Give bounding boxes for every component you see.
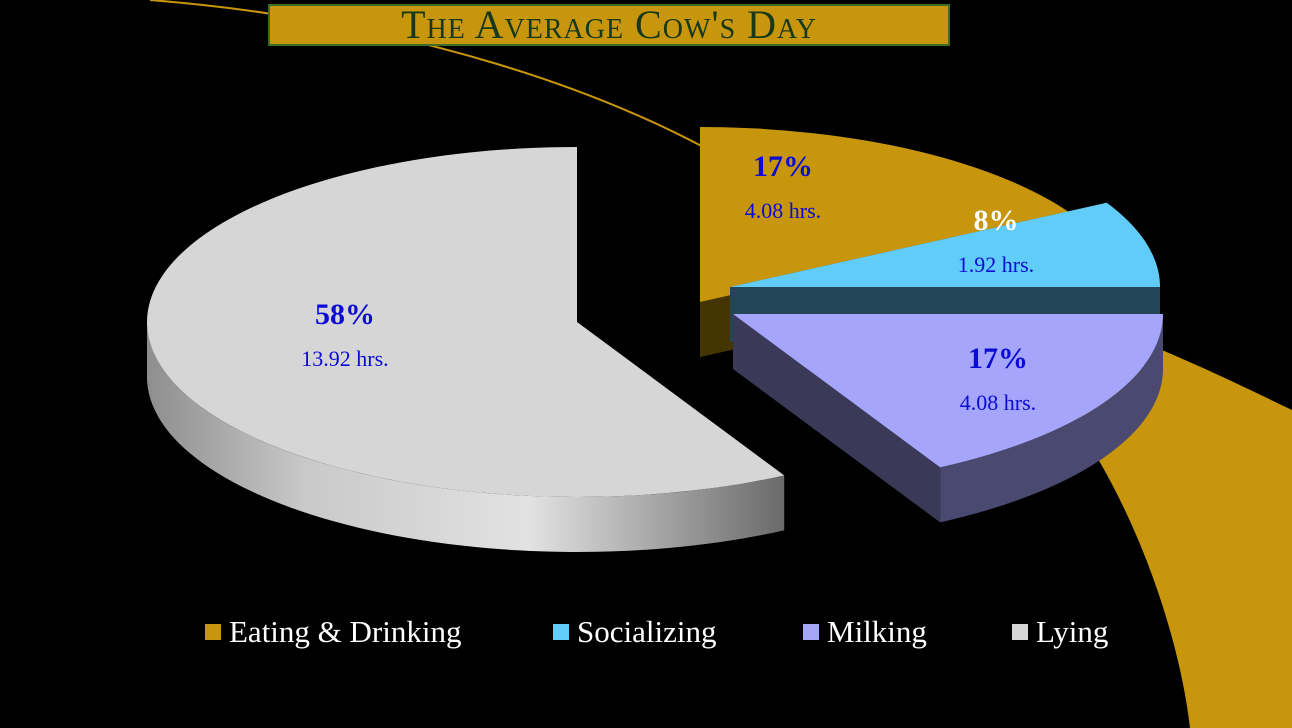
data-label-hours-milking: 4.08 hrs.: [960, 390, 1036, 415]
legend-item-milking: Milking: [803, 614, 927, 650]
pie-slice-wall-milking-1: [733, 314, 941, 523]
data-label-hours-eating-drinking: 4.08 hrs.: [745, 198, 821, 223]
pie-slice-top-eating-drinking: [700, 127, 1077, 302]
legend-item-eating-drinking: Eating & Drinking: [205, 614, 461, 650]
legend-label: Eating & Drinking: [229, 614, 462, 649]
decor-swoosh-line: [149, 0, 761, 181]
pie-slice-lying: [147, 146, 785, 553]
legend-label: Socializing: [577, 614, 717, 649]
data-label-percent-socializing: 8%: [974, 204, 1019, 237]
legend-swatch-milking: [803, 624, 819, 640]
data-label-percent-eating-drinking: 17%: [753, 150, 813, 183]
legend-swatch-lying: [1012, 624, 1028, 640]
pie-slice-rim-milking: [940, 314, 1163, 523]
pie-slice-top-milking: [733, 314, 1163, 468]
legend-label: Lying: [1036, 614, 1109, 649]
legend-item-lying: Lying: [1012, 614, 1108, 650]
data-label-percent-milking: 17%: [968, 342, 1028, 375]
pie-slice-rim-lying: [147, 322, 785, 553]
legend-label: Milking: [827, 614, 927, 649]
chart-title: The Average Cow's Day: [268, 4, 950, 46]
data-label-hours-socializing: 1.92 hrs.: [958, 252, 1034, 277]
legend-swatch-socializing: [553, 624, 569, 640]
data-label-percent-lying: 58%: [315, 298, 375, 331]
pie-slice-top-lying: [147, 146, 785, 497]
chart-legend: Eating & Drinking Socializing Milking Ly…: [0, 614, 1292, 658]
legend-swatch-eating-drinking: [205, 624, 221, 640]
legend-item-socializing: Socializing: [553, 614, 716, 650]
pie-slice-top-socializing: [730, 202, 1160, 287]
data-label-hours-lying: 13.92 hrs.: [301, 346, 388, 371]
pie-slice-milking: [733, 314, 1163, 523]
